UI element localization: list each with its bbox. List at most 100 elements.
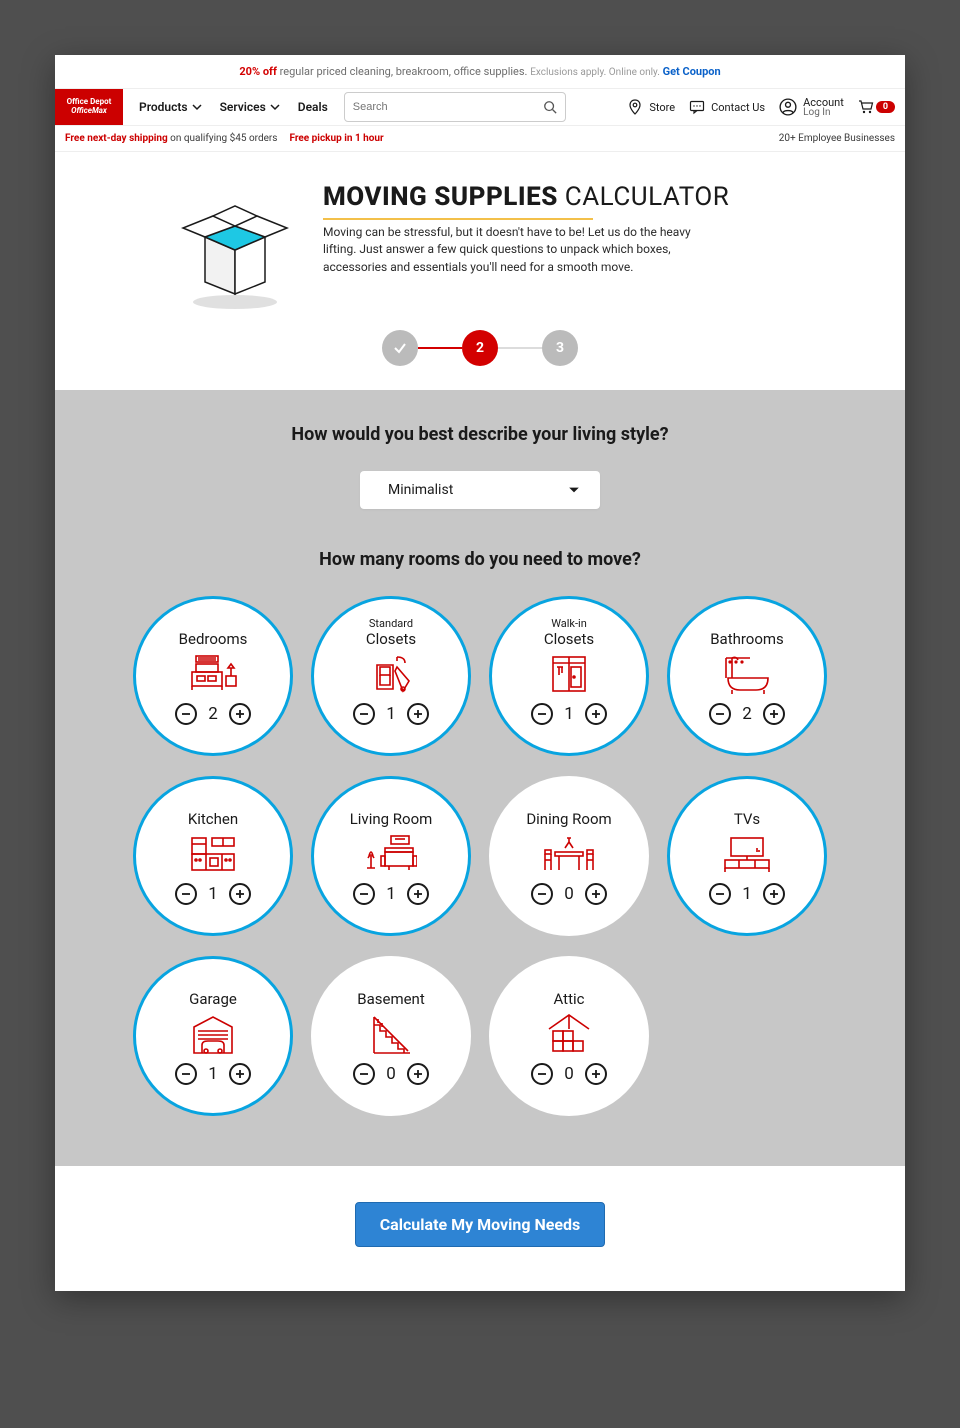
search-box[interactable] (344, 92, 566, 122)
promo-banner: 20% off regular priced cleaning, breakro… (55, 55, 905, 88)
store-link[interactable]: Store (627, 99, 675, 115)
cta-bar: Calculate My Moving Needs (55, 1166, 905, 1291)
room-dining-room[interactable]: Dining Room 0 (489, 776, 649, 936)
nav-services[interactable]: Services (220, 100, 280, 114)
promo-coupon-link[interactable]: Get Coupon (663, 65, 721, 78)
header: Office Depot OfficeMax Products Services… (55, 88, 905, 126)
decrement-button[interactable] (353, 1063, 375, 1085)
room-bathrooms[interactable]: Bathrooms2 (667, 596, 827, 756)
increment-button[interactable] (763, 703, 785, 725)
nav-products[interactable]: Products (139, 100, 202, 114)
hero-description: Moving can be stressful, but it doesn't … (323, 224, 703, 276)
room-count-value: 1 (385, 704, 397, 724)
room-label-main: Dining Room (526, 811, 611, 828)
room-counter: 1 (175, 1063, 251, 1085)
living-style-selected: Minimalist (388, 482, 453, 498)
increment-button[interactable] (763, 883, 785, 905)
increment-button[interactable] (585, 1063, 607, 1085)
title-light: CALCULATOR (558, 182, 729, 212)
brand-line2: OfficeMax (71, 107, 107, 116)
calculate-button[interactable]: Calculate My Moving Needs (355, 1202, 606, 1247)
sub-header-bar: Free next-day shipping on qualifying $45… (55, 126, 905, 152)
step-1[interactable] (382, 330, 418, 366)
room-bedrooms[interactable]: Bedrooms 2 (133, 596, 293, 756)
increment-button[interactable] (229, 883, 251, 905)
room-garage[interactable]: Garage1 (133, 956, 293, 1116)
increment-button[interactable] (229, 1063, 251, 1085)
room-basement[interactable]: Basement0 (311, 956, 471, 1116)
account-link[interactable]: Account Log In (779, 97, 844, 118)
nav-deals-label: Deals (298, 100, 328, 114)
page-title: MOVING SUPPLIES CALCULATOR (323, 182, 795, 212)
decrement-button[interactable] (709, 883, 731, 905)
room-count-value: 2 (207, 704, 219, 724)
increment-button[interactable] (407, 703, 429, 725)
room-counter: 1 (531, 703, 607, 725)
kitchen-icon (188, 831, 238, 877)
room-std-closets[interactable]: StandardClosets 1 (311, 596, 471, 756)
decrement-button[interactable] (531, 883, 553, 905)
room-label: Living Room (350, 795, 433, 827)
title-bold: MOVING SUPPLIES (323, 182, 558, 212)
location-pin-icon (627, 99, 643, 115)
decrement-button[interactable] (531, 703, 553, 725)
room-label: Kitchen (188, 795, 238, 827)
decrement-button[interactable] (175, 1063, 197, 1085)
nav-deals[interactable]: Deals (298, 100, 328, 114)
promo-small: Exclusions apply. Online only. (530, 67, 660, 78)
increment-button[interactable] (229, 703, 251, 725)
chat-icon (689, 99, 705, 115)
increment-button[interactable] (585, 703, 607, 725)
step-line-2-3 (498, 347, 542, 349)
room-count-value: 0 (563, 1064, 575, 1084)
account-label: Account (803, 97, 844, 108)
decrement-button[interactable] (709, 703, 731, 725)
business-link[interactable]: 20+ Employee Businesses (779, 133, 895, 144)
free-shipping-bold: Free next-day shipping (65, 133, 168, 144)
room-label: StandardClosets (366, 615, 416, 647)
living-style-select[interactable]: Minimalist (360, 471, 600, 509)
increment-button[interactable] (585, 883, 607, 905)
room-label-main: Attic (554, 991, 585, 1008)
room-attic[interactable]: Attic 0 (489, 956, 649, 1116)
cart-link[interactable]: 0 (858, 99, 895, 115)
cart-count-badge: 0 (876, 101, 895, 113)
std-closets-icon (367, 651, 415, 697)
increment-button[interactable] (407, 883, 429, 905)
decrement-button[interactable] (531, 1063, 553, 1085)
room-kitchen[interactable]: Kitchen1 (133, 776, 293, 936)
decrement-button[interactable] (175, 883, 197, 905)
room-tvs[interactable]: TVs1 (667, 776, 827, 936)
cart-icon (858, 99, 874, 115)
room-counter: 0 (531, 1063, 607, 1085)
room-counter: 2 (175, 703, 251, 725)
room-counter: 0 (531, 883, 607, 905)
decrement-button[interactable] (175, 703, 197, 725)
search-input[interactable] (353, 101, 543, 113)
login-label: Log In (803, 108, 844, 118)
form-panel: How would you best describe your living … (55, 390, 905, 1166)
room-label: TVs (734, 795, 760, 827)
step-2[interactable]: 2 (462, 330, 498, 366)
search-icon[interactable] (543, 100, 557, 114)
room-label: Bedrooms (179, 615, 248, 647)
decrement-button[interactable] (353, 703, 375, 725)
decrement-button[interactable] (353, 883, 375, 905)
room-label-main: Kitchen (188, 811, 238, 828)
room-label-main: Closets (366, 631, 416, 648)
chevron-down-icon (270, 102, 280, 112)
step-3[interactable]: 3 (542, 330, 578, 366)
room-grid: Bedrooms 2 StandardClosets 1 Walk-inClosets 1… (105, 596, 855, 1116)
title-rule (323, 218, 593, 220)
room-label: Dining Room (526, 795, 611, 827)
progress-stepper: 2 3 (55, 322, 905, 390)
room-walkin-closets[interactable]: Walk-inClosets 1 (489, 596, 649, 756)
brand-logo[interactable]: Office Depot OfficeMax (55, 89, 123, 125)
free-shipping-note: Free next-day shipping on qualifying $45… (65, 133, 277, 144)
room-living-room[interactable]: Living Room1 (311, 776, 471, 936)
contact-link[interactable]: Contact Us (689, 99, 765, 115)
question-living-style: How would you best describe your living … (105, 424, 855, 445)
increment-button[interactable] (407, 1063, 429, 1085)
room-label: Walk-inClosets (544, 615, 594, 647)
room-label-main: Living Room (350, 811, 433, 828)
